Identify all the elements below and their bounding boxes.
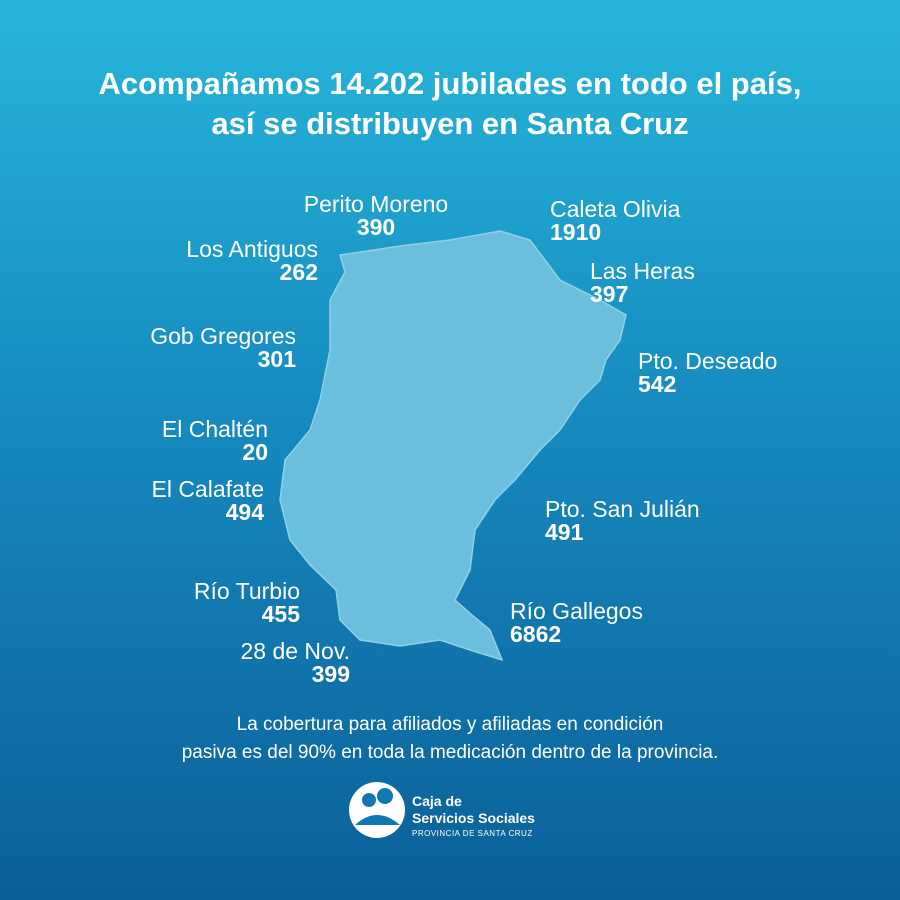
logo-text: Servicios Sociales xyxy=(412,810,535,826)
location-name: El Chaltén xyxy=(161,416,268,442)
location-count: 6862 xyxy=(510,621,562,647)
title: Acompañamos 14.202 jubilades en todo el … xyxy=(98,66,802,101)
location-label: Río Gallegos 6862 xyxy=(510,600,750,646)
location-label: El Chaltén 20 xyxy=(28,418,268,464)
location-name: Gob Gregores xyxy=(150,323,296,349)
note: La cobertura para afiliados y afiliadas … xyxy=(236,714,664,735)
location-name: 28 de Nov. xyxy=(240,638,350,664)
location-count: 494 xyxy=(225,499,264,525)
location-name: Las Heras xyxy=(590,258,695,284)
location-count: 20 xyxy=(242,439,268,465)
location-count: 491 xyxy=(545,519,584,545)
location-count: 262 xyxy=(279,259,318,285)
location-label: Gob Gregores 301 xyxy=(56,325,296,371)
location-name: El Calafate xyxy=(151,476,264,502)
location-name: Río Turbio xyxy=(193,578,300,604)
location-label: El Calafate 494 xyxy=(24,478,264,524)
location-label: Perito Moreno 390 xyxy=(256,193,496,239)
logo-icon-figure xyxy=(355,815,400,825)
location-name: Los Antiguos xyxy=(186,236,318,262)
location-name: Río Gallegos xyxy=(510,598,643,624)
location-count: 397 xyxy=(590,281,629,307)
logo-text: Caja de xyxy=(412,793,462,809)
logo-icon-figure xyxy=(377,788,393,804)
location-name: Pto. San Julián xyxy=(545,496,700,522)
location-count: 1910 xyxy=(550,219,602,245)
location-label: Río Turbio 455 xyxy=(60,580,300,626)
location-label: Los Antiguos 262 xyxy=(78,238,318,284)
logo-icon xyxy=(349,782,405,838)
location-label: Pto. Deseado 542 xyxy=(638,350,878,396)
note: pasiva es del 90% en toda la medicación … xyxy=(181,742,719,763)
santa-cruz-map xyxy=(279,230,627,662)
location-label: 28 de Nov. 399 xyxy=(110,640,350,686)
location-count: 455 xyxy=(261,601,300,627)
location-name: Perito Moreno xyxy=(303,191,449,217)
location-name: Pto. Deseado xyxy=(638,348,778,374)
location-count: 301 xyxy=(257,346,296,372)
location-count: 542 xyxy=(638,371,677,397)
location-count: 399 xyxy=(311,661,350,687)
location-label: Caleta Olivia 1910 xyxy=(550,198,790,244)
logo-icon-figure xyxy=(362,793,376,807)
location-count: 390 xyxy=(356,214,396,240)
title: así se distribuyen en Santa Cruz xyxy=(211,106,689,141)
logo-text: PROVINCIA DE SANTA CRUZ xyxy=(412,829,533,838)
location-label: Las Heras 397 xyxy=(590,260,830,306)
location-label: Pto. San Julián 491 xyxy=(545,498,785,544)
location-name: Caleta Olivia xyxy=(550,196,681,222)
